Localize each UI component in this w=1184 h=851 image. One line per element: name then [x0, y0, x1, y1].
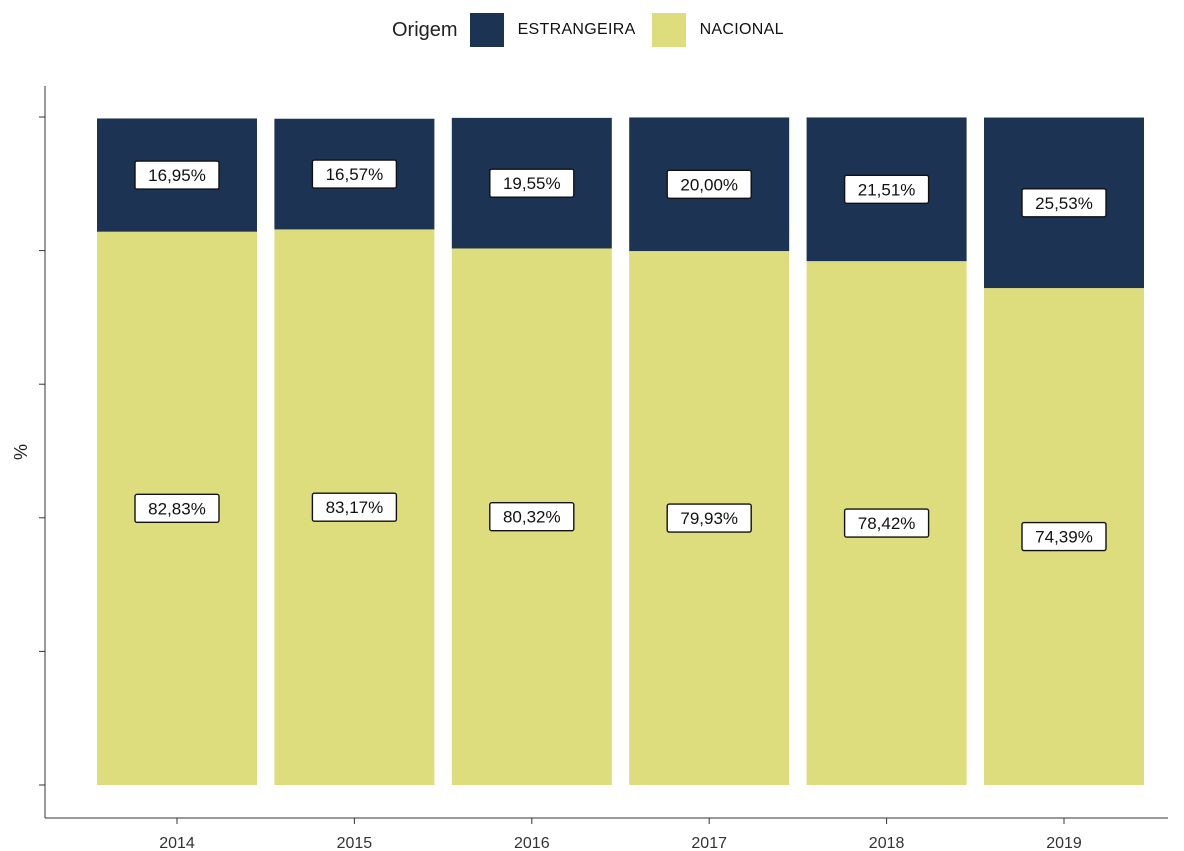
data-label-text: 78,42% [858, 514, 916, 533]
legend-swatch-nacional [651, 13, 686, 47]
data-label-text: 80,32% [503, 508, 561, 527]
data-label-nacional-2015: 83,17% [311, 492, 398, 522]
data-label-estrangeira-2017: 20,00% [666, 169, 752, 199]
data-label-text: 16,95% [148, 166, 206, 185]
axes [39, 86, 1168, 819]
data-label-text: 16,57% [326, 165, 384, 184]
x-tick-label-2019: 2019 [1046, 835, 1082, 851]
data-label-box [843, 174, 930, 205]
data-label-text: 82,83% [148, 499, 206, 518]
data-label-text: 21,51% [858, 180, 916, 199]
y-axis-title: % [11, 444, 31, 460]
data-label-text: 19,55% [503, 174, 561, 193]
data-label-nacional-2017: 79,93% [666, 503, 752, 533]
data-label-nacional-2018: 78,42% [843, 508, 930, 538]
legend-title: Origem [392, 18, 458, 41]
data-label-box [311, 159, 398, 189]
data-label-box [843, 508, 930, 538]
x-tick-label-2016: 2016 [514, 835, 550, 851]
data-label-estrangeira-2014: 16,95% [134, 160, 220, 190]
data-label-estrangeira-2018: 21,51% [843, 174, 930, 205]
data-label-estrangeira-2016: 19,55% [489, 168, 575, 198]
legend-label-estrangeira: ESTRANGEIRA [517, 21, 636, 38]
legend-swatch-estrangeira [469, 13, 504, 47]
data-label-nacional-2019: 74,39% [1021, 521, 1107, 552]
data-label-box [134, 160, 220, 190]
legend-label-nacional: NACIONAL [699, 21, 784, 38]
data-label-box [489, 168, 575, 198]
x-tick-label-2014: 2014 [159, 835, 195, 851]
x-tick-label-2018: 2018 [869, 835, 905, 851]
data-label-estrangeira-2019: 25,53% [1021, 188, 1107, 218]
data-label-nacional-2016: 80,32% [489, 502, 575, 532]
data-label-box [134, 493, 220, 524]
legend-item-nacional: NACIONAL [651, 13, 784, 47]
data-label-text: 74,39% [1035, 528, 1093, 547]
data-label-box [311, 492, 398, 522]
data-label-box [666, 169, 752, 199]
data-label-text: 79,93% [680, 509, 738, 528]
data-label-text: 25,53% [1035, 194, 1093, 213]
data-label-nacional-2014: 82,83% [134, 493, 220, 524]
data-label-box [1021, 521, 1107, 552]
data-label-estrangeira-2015: 16,57% [311, 159, 398, 189]
data-label-box [1021, 188, 1107, 218]
data-label-text: 83,17% [326, 498, 384, 517]
legend-item-estrangeira: ESTRANGEIRA [469, 13, 636, 47]
data-label-box [666, 503, 752, 533]
data-label-box [489, 502, 575, 532]
bars [97, 117, 1144, 786]
x-tick-label-2017: 2017 [691, 835, 727, 851]
data-label-text: 20,00% [680, 175, 738, 194]
data-labels: 82,83% 16,95% 83,17% 16,57% 80,32% 19,55% 79,9… [134, 159, 1107, 552]
legend: Origem ESTRANGEIRA NACIONAL [392, 12, 800, 48]
x-tick-label-2015: 2015 [337, 835, 373, 851]
x-tick-labels: 2014 2015 2016 2017 2018 2019 [159, 818, 1082, 851]
